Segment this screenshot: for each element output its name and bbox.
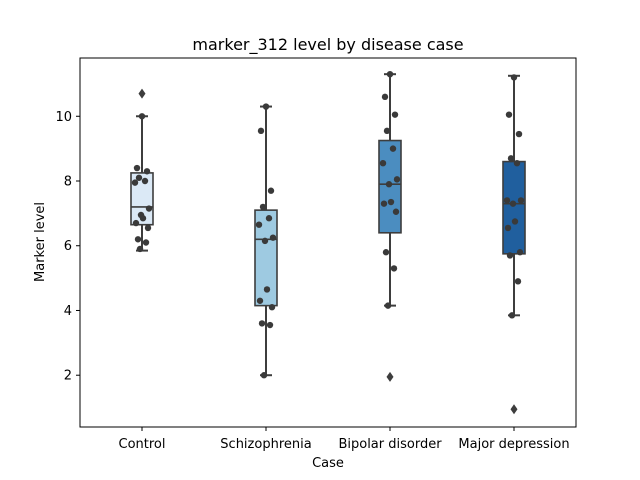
x-tick-label: Major depression [458,437,569,452]
data-point [386,70,394,78]
outlier-point [386,371,394,382]
box-group [502,74,526,415]
data-point [134,236,142,243]
data-point [505,111,513,118]
data-point [393,176,401,183]
axis-ticks: 2 4 6 8 10 Control Schizophrenia Bipolar disord… [55,110,569,452]
data-point [141,177,149,185]
data-point [387,198,395,206]
data-point [384,302,392,309]
data-point [392,208,400,215]
data-point [132,219,140,227]
data-point [379,159,387,167]
box [130,172,154,226]
data-point [145,205,153,212]
data-point [139,215,147,222]
data-point [133,164,141,172]
data-point [143,168,151,175]
data-point [380,200,388,207]
data-point [382,249,390,256]
data-point [262,103,270,110]
data-point [513,159,521,167]
data-point [260,372,268,379]
data-point [263,286,271,293]
y-tick-label: 10 [55,110,72,125]
y-tick-label: 8 [64,175,72,190]
y-axis-label: Marker level [33,202,48,282]
data-point [504,224,512,232]
data-point [261,237,269,245]
data-point [144,224,152,232]
y-tick-label: 4 [64,304,72,319]
axes-frame [79,57,577,428]
data-point [385,181,393,188]
data-point [511,218,519,225]
data-point [516,249,524,256]
data-point [509,200,517,207]
box [502,160,526,255]
data-point [503,197,511,204]
outlier-point [510,404,518,415]
data-point [269,234,277,241]
data-point [383,127,391,135]
data-point [258,320,266,327]
box-group [130,88,154,252]
x-tick-label: Schizophrenia [220,437,311,452]
data-point [391,111,399,118]
data-point [381,93,389,101]
data-point [517,197,525,204]
data-point [259,203,267,211]
data-point [389,145,397,152]
data-point [508,312,516,319]
data-point [131,179,139,186]
data-point [265,215,273,222]
data-point [136,245,144,253]
data-point [267,187,275,194]
data-point [510,74,518,81]
x-tick-label: Control [119,437,166,452]
data-point [255,221,263,228]
x-tick-label: Bipolar disorder [338,437,442,452]
plot-area [130,70,526,415]
y-tick-label: 2 [64,369,72,384]
x-axis-label: Case [312,456,344,471]
box-group [378,73,402,382]
chart-title: marker_312 level by disease case [192,35,463,55]
box [254,209,278,307]
data-point [138,113,146,120]
data-point [135,174,143,181]
data-point [390,265,398,272]
data-point [268,304,276,311]
data-point [142,239,150,246]
outlier-point [138,88,146,99]
y-tick-label: 6 [64,239,72,254]
data-point [506,252,514,259]
data-point [256,297,264,304]
data-point [266,321,274,329]
data-point [514,278,522,285]
data-point [257,127,265,135]
data-point [515,130,523,138]
data-point [507,155,515,162]
